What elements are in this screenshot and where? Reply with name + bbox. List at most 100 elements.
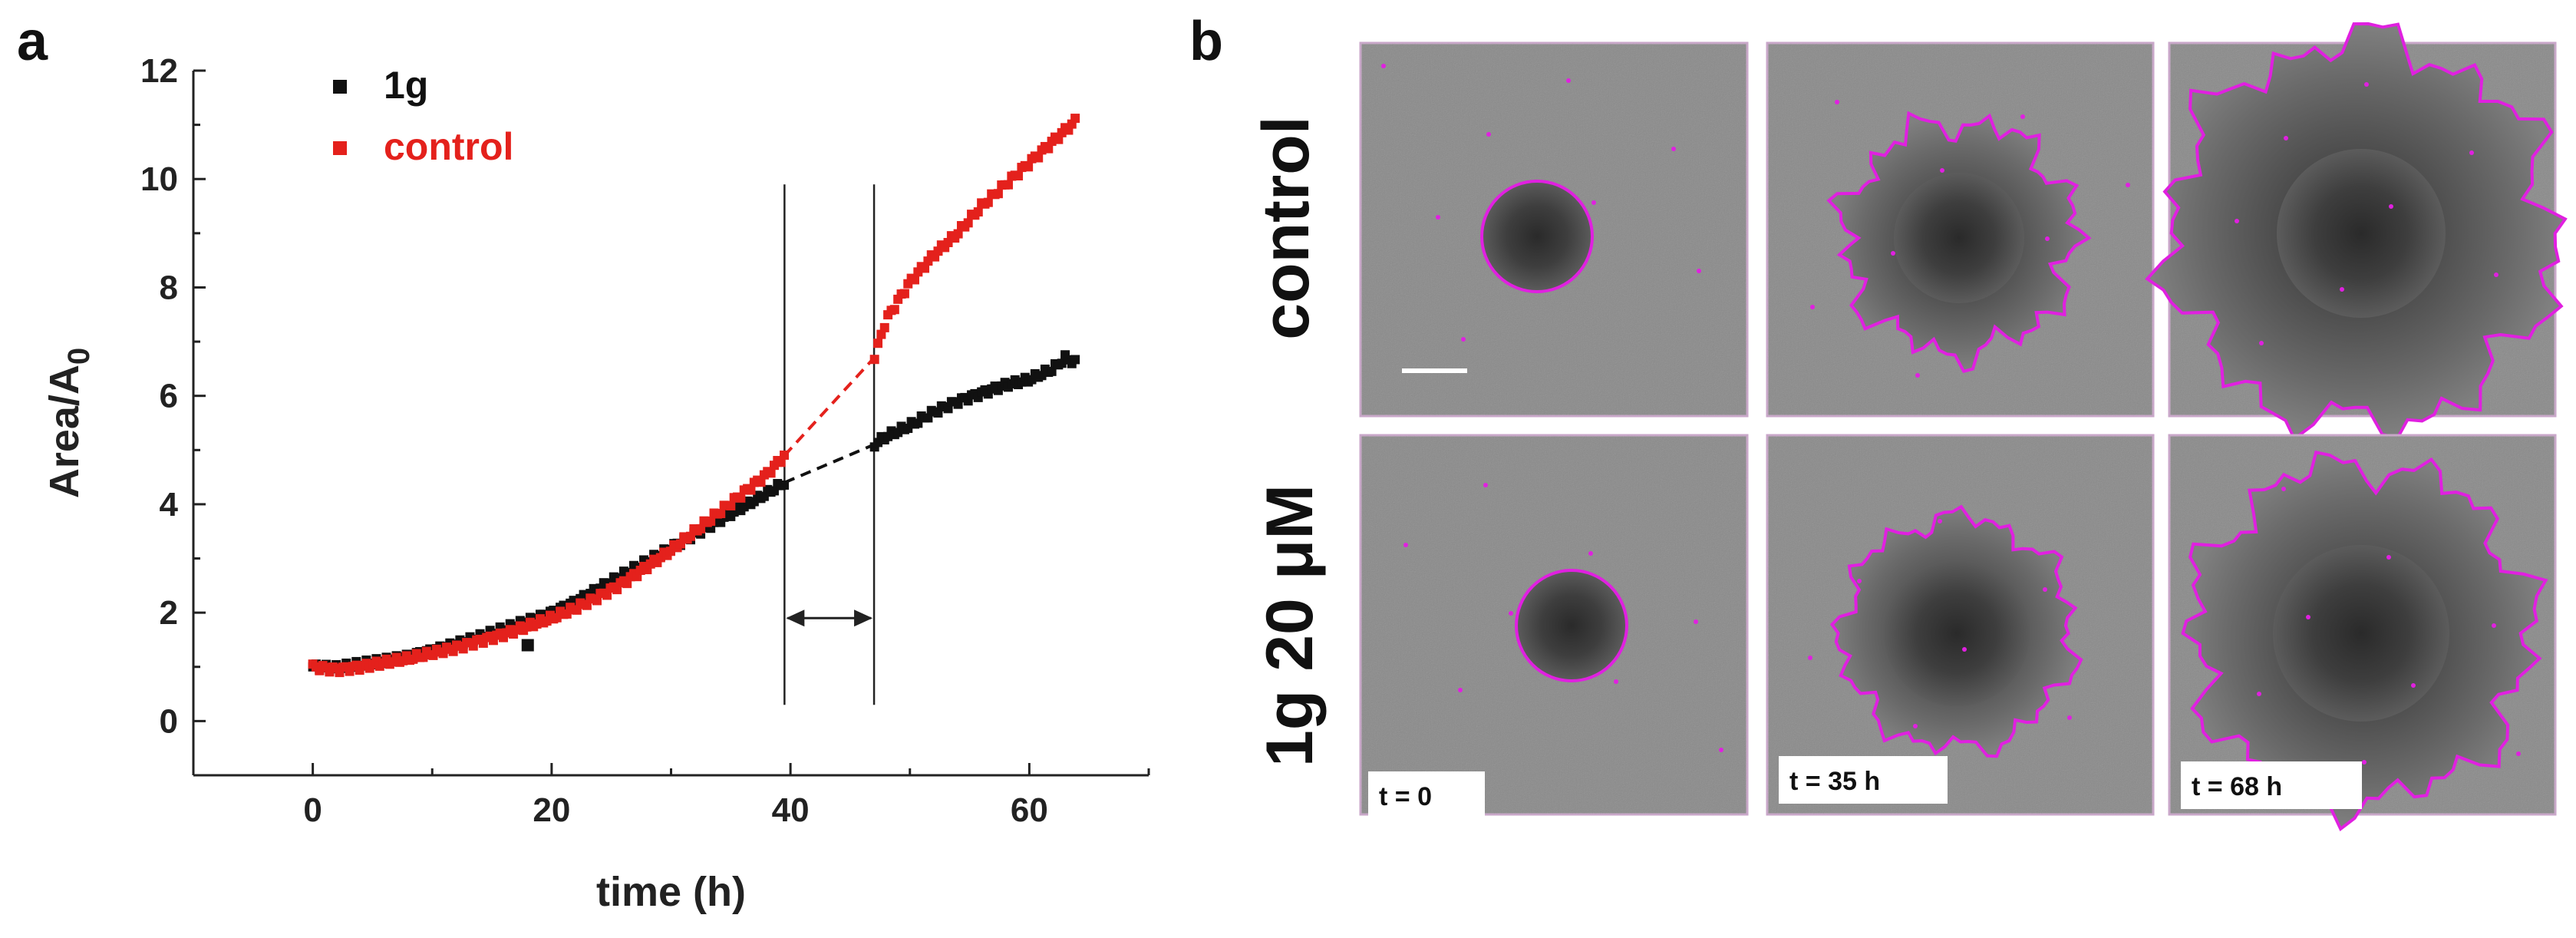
chart-legend: 1g control [333, 64, 513, 168]
data-point [879, 322, 889, 332]
data-point [993, 189, 1003, 199]
micrograph-tile [2168, 434, 2557, 831]
debris-dot [1436, 215, 1440, 220]
chart-tick-labels: 0 2 4 6 8 10 12 0 20 40 60 [140, 52, 1048, 829]
data-point [963, 218, 973, 228]
debris-dot [1614, 679, 1618, 684]
debris-dot [1588, 551, 1593, 556]
debris-dot [2411, 683, 2416, 688]
debris-dot [1509, 611, 1513, 616]
outlier-point [521, 639, 534, 652]
debris-dot [2126, 183, 2130, 187]
data-point [736, 493, 746, 503]
data-point [776, 457, 786, 467]
time-label-box: t = 0 [1368, 771, 1485, 819]
debris-dot [1719, 748, 1723, 752]
y-tick-label: 10 [140, 160, 178, 198]
debris-dot [1671, 147, 1676, 151]
time-label-background [1368, 771, 1485, 819]
legend-label: 1g [384, 64, 428, 107]
data-point [909, 275, 919, 285]
y-axis-title-main: Area/A [41, 365, 87, 498]
x-tick-label: 40 [772, 791, 810, 829]
debris-dot [1381, 64, 1386, 68]
debris-dot [1461, 337, 1466, 342]
debris-dot [2045, 236, 2050, 241]
spheroid-core [1884, 560, 2030, 706]
debris-dot [2494, 272, 2498, 277]
panel-b: b control 1g 20 μM t = 0 t = 35 h t = 68 h [1189, 11, 2568, 831]
debris-dot [1940, 168, 1944, 173]
gap-dashed-line [783, 356, 876, 457]
spheroid-core [1480, 180, 1594, 293]
debris-dot [1835, 100, 1839, 104]
debris-dot [2235, 219, 2239, 223]
data-point [716, 509, 726, 519]
panel-letter-b: b [1189, 11, 1223, 72]
micrograph-tile [2145, 21, 2568, 441]
debris-dot [2067, 715, 2072, 720]
debris-dot [1938, 519, 1942, 523]
data-point [889, 305, 899, 315]
debris-dot [1591, 200, 1596, 205]
debris-dot [1915, 373, 1920, 378]
time-label-box: t = 68 h [2181, 761, 2362, 809]
spheroid-core [1515, 569, 1628, 682]
micrograph-tile [1766, 41, 2155, 418]
gap-dashed-line [783, 443, 875, 484]
panel-letter-a: a [17, 11, 48, 72]
debris-dot [1694, 619, 1698, 624]
y-tick-label: 0 [160, 702, 178, 740]
debris-dot [1566, 78, 1571, 83]
debris-dot [2259, 341, 2264, 345]
debris-dot [1857, 579, 1862, 583]
row-label-treatment: 1g 20 μM [1253, 484, 1327, 767]
debris-dot [1458, 688, 1463, 692]
micrograph-tile [1359, 41, 1749, 418]
x-axis-title: time (h) [596, 869, 746, 915]
data-point [983, 197, 993, 207]
debris-dot [2043, 587, 2047, 592]
debris-dot [2284, 136, 2288, 140]
gap-arrow-head-right [854, 609, 873, 627]
data-point [766, 468, 776, 478]
data-point [756, 477, 766, 487]
debris-dot [1486, 132, 1491, 137]
spheroid-core [2273, 545, 2449, 722]
chart-axes [192, 69, 1150, 777]
time-label-background [1779, 756, 1948, 804]
y-axis-title: Area/A0 [41, 348, 96, 498]
debris-dot [1697, 269, 1701, 273]
x-tick-label: 20 [533, 791, 570, 829]
debris-dot [2281, 487, 2286, 491]
debris-dot [1913, 724, 1918, 728]
gap-arrow-head-left [786, 609, 805, 627]
debris-dot [1403, 543, 1408, 547]
debris-dot [2020, 114, 2025, 119]
chart-annotations [783, 184, 876, 705]
data-point [1044, 144, 1054, 154]
debris-dot [1808, 656, 1812, 660]
debris-dot [2306, 615, 2310, 619]
debris-dot [2257, 692, 2261, 696]
spheroid-core [1894, 173, 2024, 303]
debris-dot [2492, 623, 2496, 628]
debris-dot [2516, 751, 2521, 756]
debris-dot [2362, 760, 2367, 765]
data-point [1024, 162, 1034, 172]
y-tick-label: 4 [160, 486, 179, 523]
data-point [726, 500, 736, 510]
data-point [592, 596, 602, 606]
debris-dot [2469, 150, 2474, 155]
debris-dot [1891, 251, 1895, 256]
chart-series [308, 114, 1080, 678]
debris-dot [2389, 204, 2393, 209]
y-tick-label: 6 [160, 378, 178, 415]
x-tick-label: 60 [1011, 791, 1048, 829]
series-control [308, 114, 1080, 678]
x-tick-label: 0 [303, 791, 322, 829]
y-tick-label: 12 [140, 52, 178, 90]
debris-dot [1483, 483, 1488, 487]
data-point [1070, 355, 1080, 365]
